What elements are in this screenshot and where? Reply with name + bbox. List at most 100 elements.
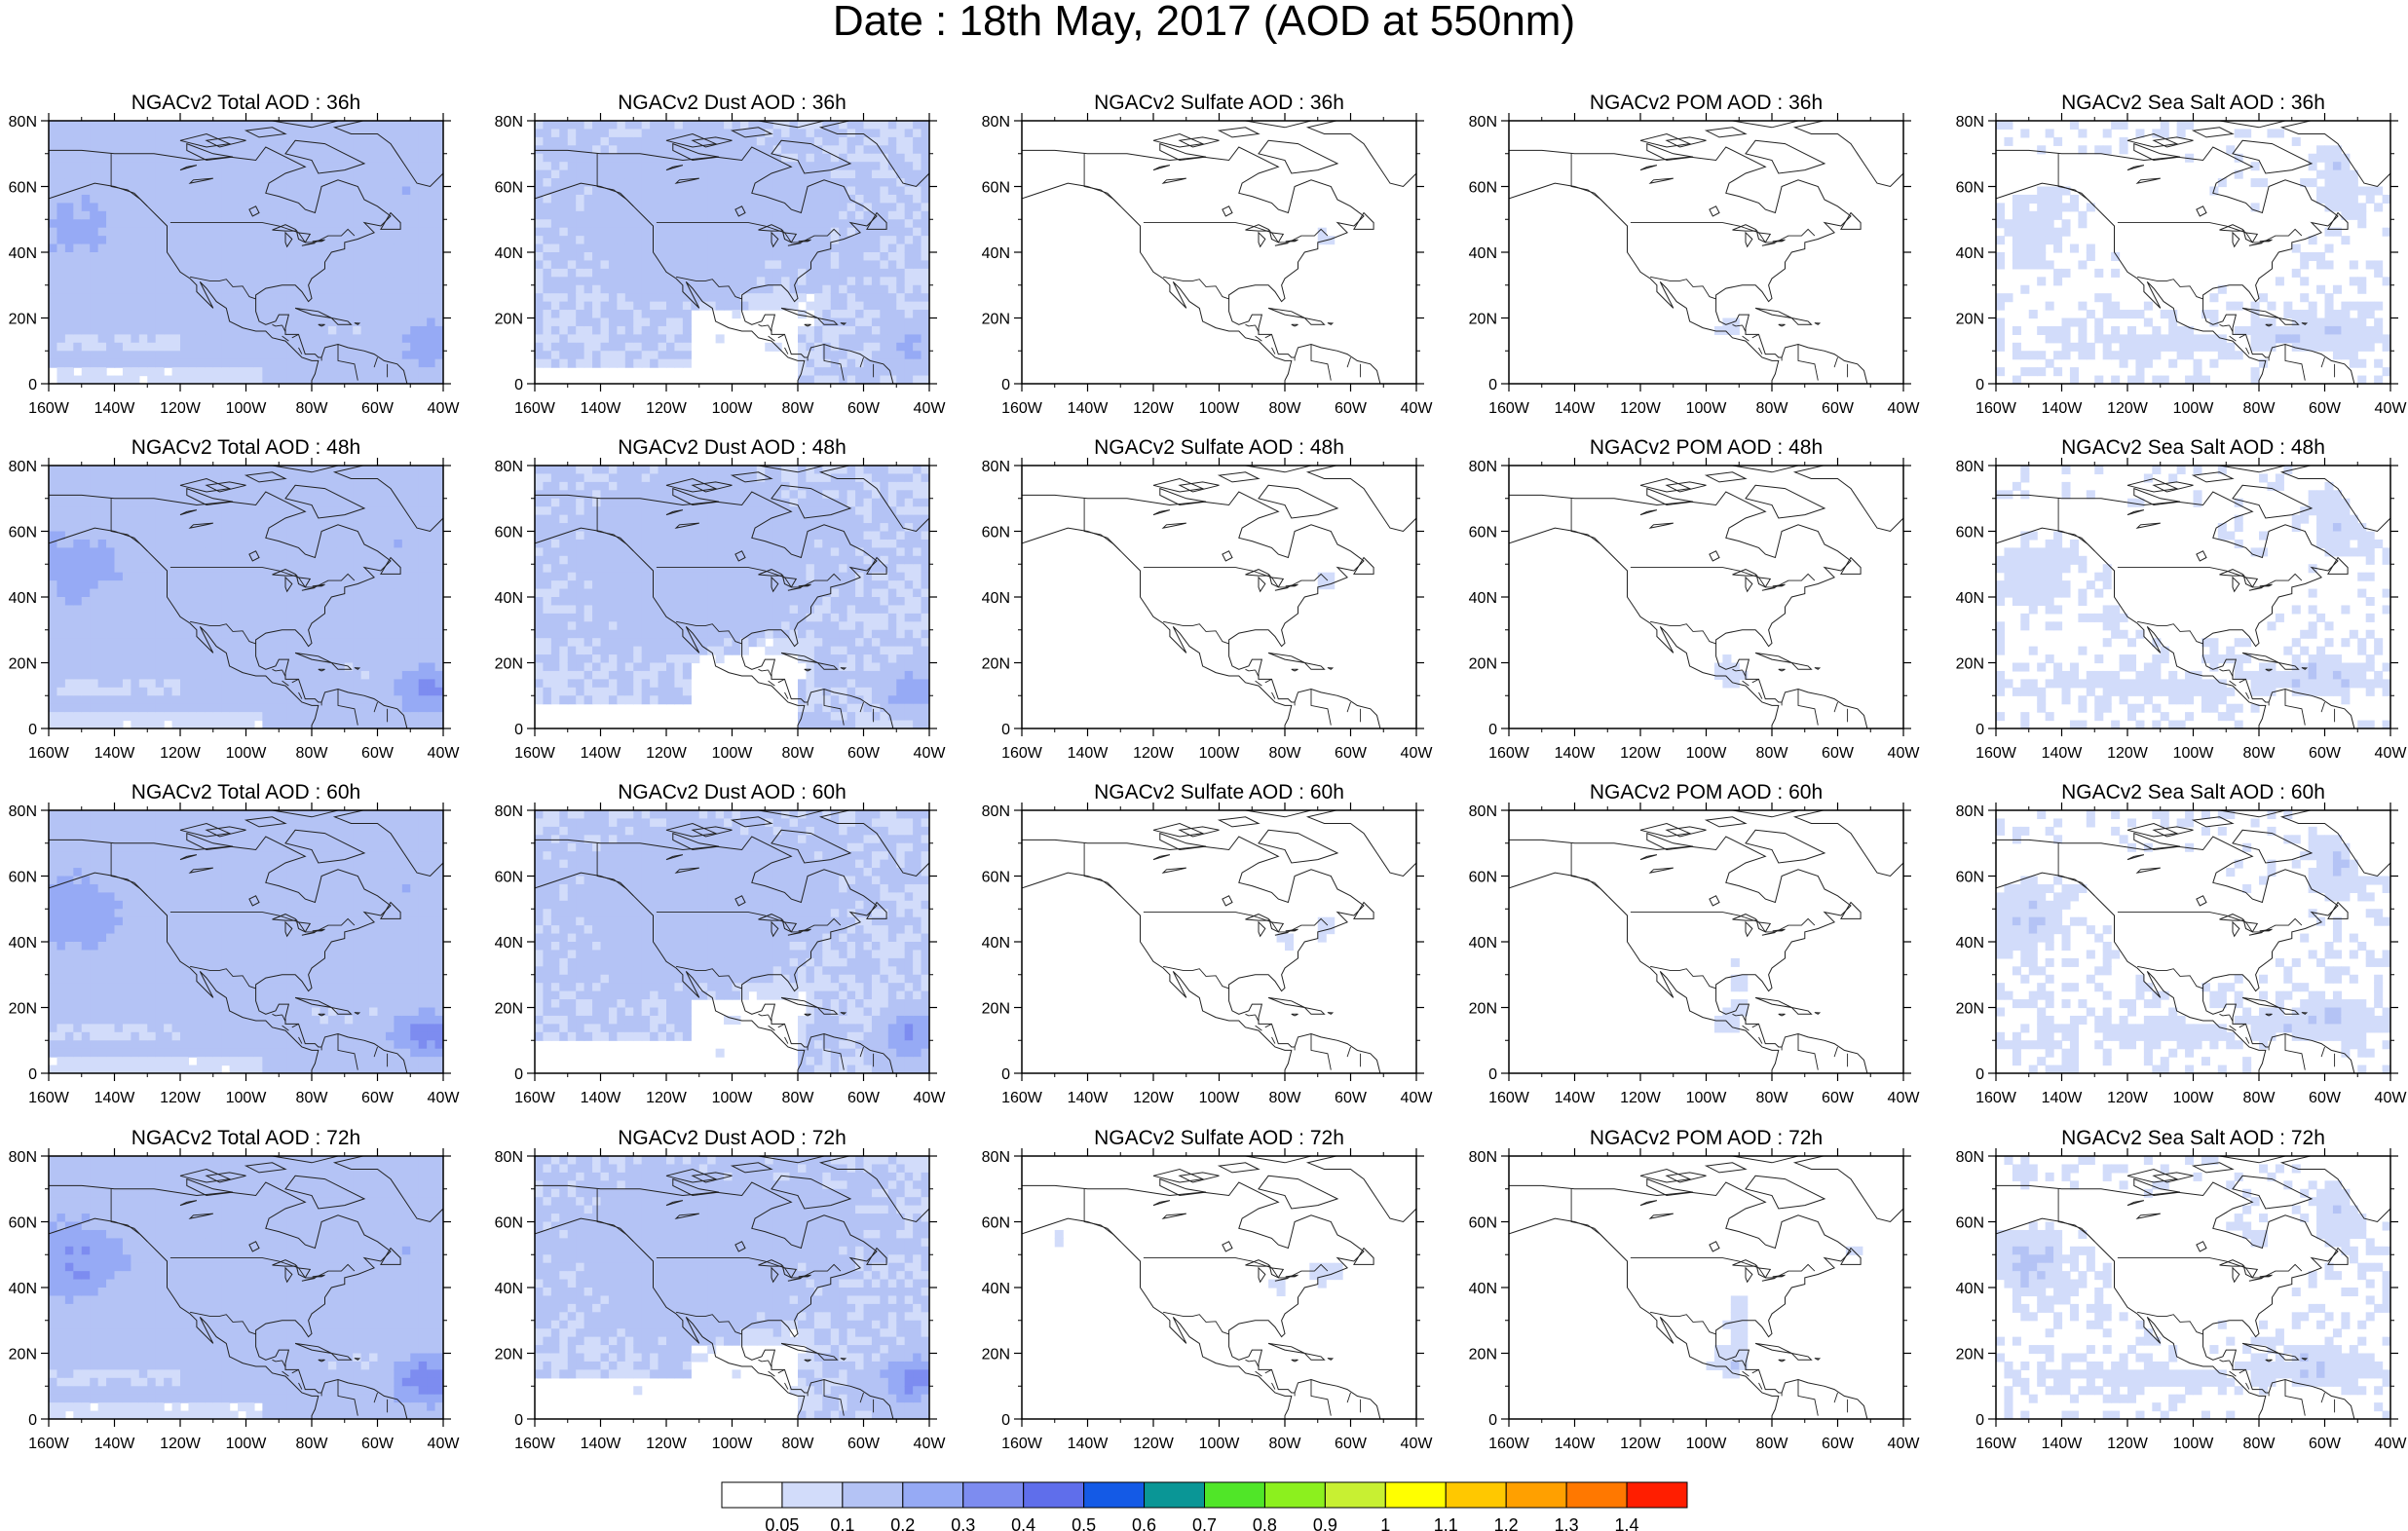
y-tick-label: 40N xyxy=(495,245,523,262)
x-tick-label: 120W xyxy=(2107,1436,2149,1452)
coastlines xyxy=(1509,1156,1903,1419)
map-panel-pom-0: NGACv2 POM AOD : 36h 160W 140W 120W 100W 80W 6… xyxy=(1469,92,1921,417)
x-tick-label: 40W xyxy=(914,745,947,762)
y-tick-label: 0 xyxy=(1488,377,1497,393)
x-tick-label: 100W xyxy=(2173,745,2215,762)
map-panel-pom-3: NGACv2 POM AOD : 72h 160W 140W 120W 100W 80W 6… xyxy=(1469,1127,1921,1452)
aod-field xyxy=(535,121,929,384)
x-tick-label: 140W xyxy=(2042,1436,2084,1452)
x-tick-label: 160W xyxy=(514,745,556,762)
y-tick-label: 40N xyxy=(1469,590,1497,607)
y-tick-label: 80N xyxy=(495,114,523,131)
y-tick-label: 60N xyxy=(9,1215,37,1232)
panel-title: NGACv2 Dust AOD : 48h xyxy=(618,436,847,459)
map-frame xyxy=(1021,465,1417,729)
x-tick-label: 140W xyxy=(1555,1436,1597,1452)
map-frame xyxy=(1021,120,1417,385)
x-tick-label: 100W xyxy=(712,400,754,417)
y-tick-label: 40N xyxy=(982,590,1010,607)
y-tick-label: 80N xyxy=(982,803,1010,820)
map-panel-total-2: NGACv2 Total AOD : 60h 160W 140W 120W 100W 80… xyxy=(9,781,461,1106)
map-frame xyxy=(1508,120,1904,385)
x-tick-label: 120W xyxy=(1133,745,1175,762)
panel-title: NGACv2 Sea Salt AOD : 36h xyxy=(2061,92,2325,114)
y-tick-label: 20N xyxy=(1469,656,1497,673)
x-tick-label: 100W xyxy=(1199,1090,1241,1106)
x-tick-label: 60W xyxy=(1335,745,1368,762)
x-tick-label: 60W xyxy=(1822,1090,1855,1106)
x-tick-label: 160W xyxy=(1488,745,1530,762)
x-tick-label: 120W xyxy=(160,400,202,417)
y-tick-label: 0 xyxy=(28,1412,37,1429)
y-tick-label: 0 xyxy=(514,722,523,738)
map-frame xyxy=(1508,1155,1904,1420)
x-tick-label: 60W xyxy=(2309,400,2342,417)
x-tick-label: 60W xyxy=(2309,1090,2342,1106)
x-tick-label: 40W xyxy=(914,1090,947,1106)
x-tick-label: 160W xyxy=(28,1436,70,1452)
x-tick-label: 120W xyxy=(1620,400,1662,417)
x-tick-label: 60W xyxy=(847,745,881,762)
y-tick-label: 0 xyxy=(28,1066,37,1083)
aod-field xyxy=(49,810,443,1073)
aod-field xyxy=(49,121,443,384)
coastlines xyxy=(535,466,929,728)
x-tick-label: 160W xyxy=(28,745,70,762)
x-tick-label: 60W xyxy=(847,400,881,417)
y-tick-label: 40N xyxy=(9,1281,37,1297)
y-tick-label: 0 xyxy=(514,377,523,393)
y-tick-label: 0 xyxy=(514,1066,523,1083)
x-tick-label: 40W xyxy=(1401,1090,1434,1106)
y-tick-label: 80N xyxy=(1469,459,1497,475)
panel-title: NGACv2 Sulfate AOD : 36h xyxy=(1094,92,1344,114)
y-tick-label: 60N xyxy=(982,180,1010,197)
x-tick-label: 160W xyxy=(1001,745,1043,762)
x-tick-label: 120W xyxy=(160,1090,202,1106)
map-panel-dust-0: NGACv2 Dust AOD : 36h 160W 140W 120W 100W 80W… xyxy=(495,92,947,417)
map-panel-pom-2: NGACv2 POM AOD : 60h 160W 140W 120W 100W 80W 6… xyxy=(1469,781,1921,1106)
y-tick-label: 20N xyxy=(495,312,523,328)
y-tick-label: 40N xyxy=(1956,1281,1984,1297)
y-tick-label: 0 xyxy=(1001,377,1010,393)
x-tick-label: 140W xyxy=(581,1090,622,1106)
panel-title: NGACv2 Dust AOD : 36h xyxy=(618,92,847,114)
x-tick-label: 40W xyxy=(1401,745,1434,762)
x-tick-label: 140W xyxy=(1068,1090,1110,1106)
x-tick-label: 120W xyxy=(160,745,202,762)
x-tick-label: 100W xyxy=(712,1090,754,1106)
map-panel-seasalt-3: NGACv2 Sea Salt AOD : 72h 160W 140W 120W 100… xyxy=(1956,1127,2408,1452)
y-tick-label: 60N xyxy=(9,180,37,197)
x-tick-label: 120W xyxy=(1620,1436,1662,1452)
map-frame xyxy=(1508,809,1904,1074)
map-panel-sulfate-2: NGACv2 Sulfate AOD : 60h 160W 140W 120W 100W… xyxy=(982,781,1434,1106)
x-tick-label: 160W xyxy=(514,400,556,417)
panel-title: NGACv2 Sulfate AOD : 48h xyxy=(1094,436,1344,459)
aod-field xyxy=(1713,957,1749,1033)
x-tick-label: 100W xyxy=(1199,400,1241,417)
map-panel-dust-1: NGACv2 Dust AOD : 48h 160W 140W 120W 100W 80W… xyxy=(495,436,947,762)
x-tick-label: 80W xyxy=(1269,745,1302,762)
x-tick-label: 140W xyxy=(94,1436,136,1452)
x-tick-label: 100W xyxy=(1686,1090,1728,1106)
x-tick-label: 60W xyxy=(361,745,395,762)
aod-field xyxy=(535,466,929,728)
x-tick-label: 40W xyxy=(1888,400,1921,417)
y-tick-label: 20N xyxy=(1956,1347,1984,1363)
panel-title: NGACv2 POM AOD : 72h xyxy=(1590,1127,1823,1149)
y-tick-label: 0 xyxy=(1975,377,1984,393)
y-tick-label: 80N xyxy=(1469,1149,1497,1166)
x-tick-label: 160W xyxy=(28,400,70,417)
x-tick-label: 60W xyxy=(1822,1436,1855,1452)
x-tick-label: 80W xyxy=(2243,1090,2276,1106)
x-tick-label: 80W xyxy=(782,400,815,417)
x-tick-label: 40W xyxy=(914,400,947,417)
x-tick-label: 100W xyxy=(226,1436,268,1452)
map-frame xyxy=(1508,465,1904,729)
y-tick-label: 0 xyxy=(1488,722,1497,738)
x-tick-label: 140W xyxy=(1555,400,1597,417)
x-tick-label: 120W xyxy=(2107,1090,2149,1106)
coastlines xyxy=(1509,466,1903,728)
x-tick-label: 40W xyxy=(1401,400,1434,417)
x-tick-label: 160W xyxy=(1001,1090,1043,1106)
x-tick-label: 80W xyxy=(296,745,329,762)
